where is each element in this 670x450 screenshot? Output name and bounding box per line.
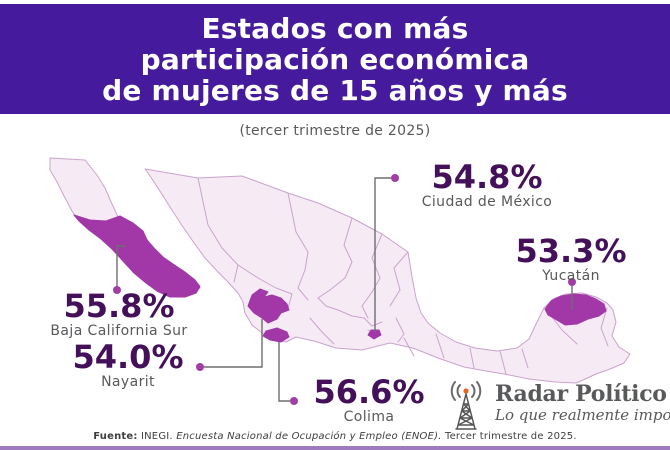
state-ciudad-de-mexico (367, 329, 382, 340)
subtitle: (tercer trimestre de 2025) (239, 123, 431, 139)
logo-text-block: Radar Político Lo que realmente importa (495, 381, 670, 424)
state-nayarit (247, 288, 290, 324)
callout-dot-yucatan (568, 278, 576, 286)
callout-connectors (113, 174, 576, 405)
label-cdmx: Ciudad de México (421, 194, 553, 210)
logo-tagline: Lo que realmente importa (495, 406, 670, 424)
source-mid: INEGI. (137, 431, 177, 442)
callout-bcs: 55.8% Baja California Sur (9, 289, 229, 339)
callout-colima: 56.6% Colima (259, 375, 479, 425)
header-banner: Estados con más participación económica … (0, 4, 670, 114)
callout-cdmx: 54.8% Ciudad de México (377, 160, 597, 210)
title-line-3: de mujeres de 15 años y más (102, 73, 568, 107)
source-study: Encuesta Nacional de Ocupación y Empleo … (176, 431, 442, 442)
value-bcs: 55.8% (63, 287, 175, 325)
callout-nayarit: 54.0% Nayarit (18, 340, 238, 390)
title-line-2: participación económica (140, 42, 530, 76)
bottom-accent-bar (0, 446, 670, 450)
state-borders (197, 177, 609, 375)
logo-name: Radar Político (495, 381, 667, 407)
callout-line-cdmx (374, 177, 391, 332)
callout-yucatan: 53.3% Yucatán (461, 234, 670, 284)
label-nayarit: Nayarit (101, 374, 155, 390)
value-cdmx: 54.8% (431, 158, 543, 196)
callout-line-colima (278, 342, 290, 402)
value-colima: 56.6% (313, 373, 425, 411)
callout-line-nayarit (204, 319, 263, 368)
callout-dot-nayarit (196, 363, 204, 371)
mexico-mainland-shape (144, 168, 631, 384)
state-yucatan (544, 293, 607, 326)
label-bcs: Baja California Sur (50, 323, 188, 339)
state-colima (262, 327, 290, 343)
source-suffix: Tercer trimestre de 2025. (441, 431, 577, 442)
value-yucatan: 53.3% (515, 232, 627, 270)
callout-dot-cdmx (391, 174, 399, 182)
source-prefix: Fuente: (93, 431, 138, 442)
value-nayarit: 54.0% (72, 338, 184, 376)
label-colima: Colima (343, 409, 395, 425)
source-line: Fuente: INEGI. Encuesta Nacional de Ocup… (0, 431, 670, 442)
state-baja-california-sur (73, 214, 201, 298)
callout-dot-colima (290, 397, 298, 405)
callout-dot-bcs (113, 286, 121, 294)
radio-tower-icon (450, 381, 482, 430)
callout-line-bcs (116, 245, 126, 288)
label-yucatan: Yucatán (542, 268, 600, 284)
radar-politico-logo: Radar Político Lo que realmente importa (444, 381, 670, 433)
title-line-1: Estados con más (201, 11, 469, 45)
